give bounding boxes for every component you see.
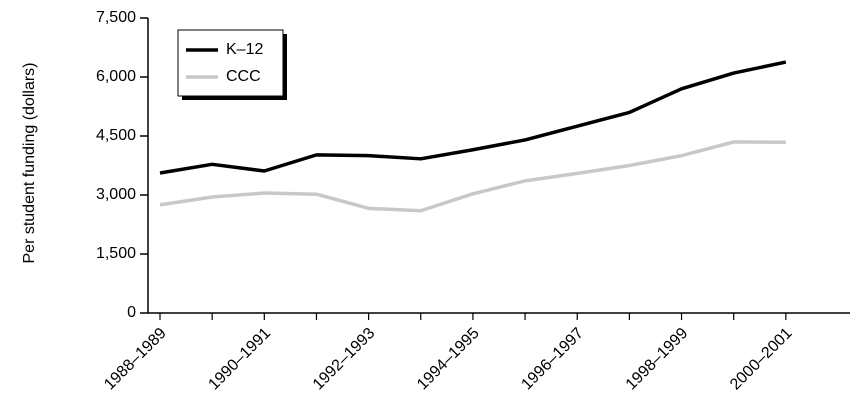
legend-label: K–12 [226,41,263,58]
x-tick-label: 1988–1989 [101,325,170,394]
x-tick-label: 1998–1999 [623,325,692,394]
series-line [159,140,786,213]
legend: K–12 CCC [177,29,284,97]
x-tick-label: 1990–1991 [205,325,274,394]
x-tick-label: 1996–1997 [518,325,587,394]
y-tick-label: 0 [127,304,136,321]
x-tick-label: 1994–1995 [414,325,483,394]
legend-box [177,29,284,97]
x-tick-label: 2000–2001 [727,325,796,394]
y-tick-label: 1,500 [96,245,136,262]
x-tick-label: 1992–1993 [310,325,379,394]
y-axis-label: Per student funding (dollars) [21,63,38,264]
y-tick-label: 4,500 [96,127,136,144]
legend-label: CCC [226,68,261,85]
y-tick-label: 3,000 [96,186,136,203]
y-tick-label: 6,000 [96,68,136,85]
series-line [159,60,787,175]
y-tick-label: 7,500 [96,9,136,26]
